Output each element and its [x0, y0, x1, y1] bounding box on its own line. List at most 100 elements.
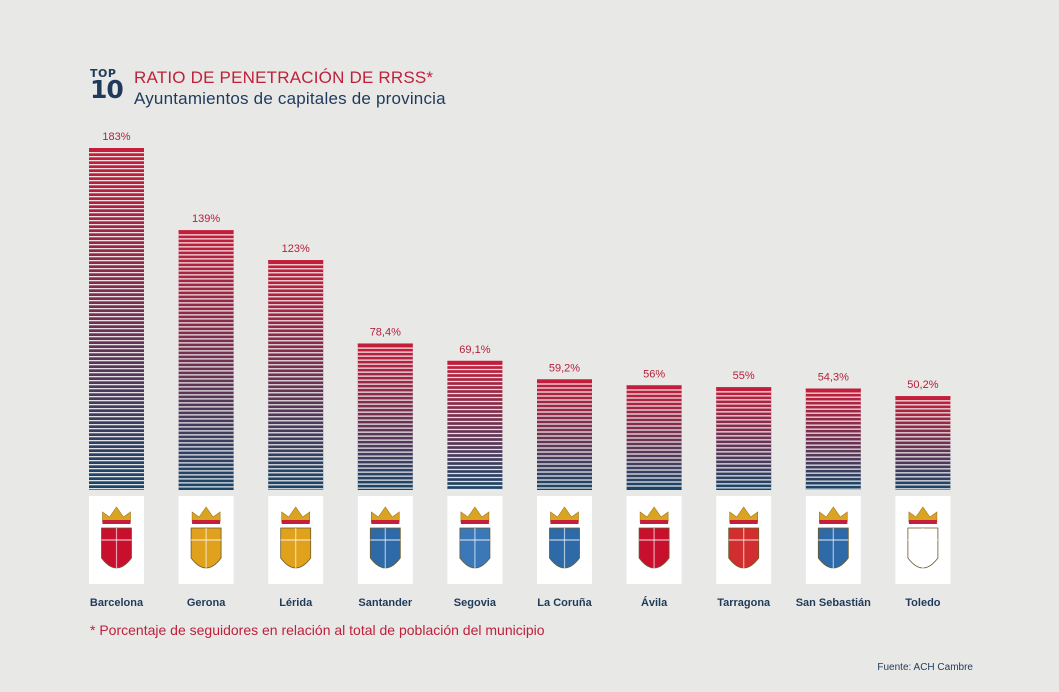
bar-stripe — [268, 276, 324, 278]
bar-stripe — [89, 228, 144, 230]
bar-stripe — [626, 397, 682, 399]
bar-stripe — [805, 408, 861, 410]
bar-stripe — [447, 456, 503, 459]
bar-8 — [805, 388, 861, 490]
bar-stripe — [268, 296, 324, 298]
bar-stripe — [178, 422, 234, 424]
bar-stripe — [89, 404, 144, 406]
bar-stripe — [895, 456, 951, 458]
bar-stripe — [89, 316, 144, 318]
bar-stripe — [89, 412, 144, 414]
bar-stripe — [805, 436, 861, 438]
bar-stripe — [89, 248, 144, 250]
bar-stripe — [447, 364, 503, 367]
bar-stripe — [89, 200, 144, 202]
bar-stripe — [716, 395, 772, 397]
bar-stripe — [89, 188, 144, 190]
bar-stripe — [357, 371, 413, 373]
bar-stripe — [447, 436, 503, 439]
bar-stripe — [716, 391, 772, 393]
barcelona-coat-of-arms-icon — [89, 496, 144, 584]
bar-stripe — [895, 484, 951, 486]
bar-stripe — [268, 412, 324, 414]
bar-stripe — [805, 432, 861, 434]
bar-stripe — [89, 348, 144, 350]
bar-stripe — [537, 455, 592, 457]
bar-stripe — [89, 444, 144, 446]
bar-stripe — [268, 368, 324, 370]
san-sebastian-coat-of-arms-icon — [805, 496, 861, 584]
bar-stripe — [357, 399, 413, 401]
bar-stripe — [895, 432, 951, 434]
bar-stripe — [357, 367, 413, 369]
bar-stripe — [805, 484, 861, 486]
bar-stripe — [89, 432, 144, 434]
bar-stripe — [626, 477, 682, 479]
bar-stripe — [89, 168, 144, 170]
bar-stripe — [89, 420, 144, 422]
bar-stripe — [89, 400, 144, 402]
bar-stripe — [357, 471, 413, 473]
bar-stripe — [357, 479, 413, 481]
bar-stripe — [268, 452, 324, 454]
bar-stripe — [626, 401, 682, 403]
bar-stripe — [447, 424, 503, 427]
bar-stripe — [89, 416, 144, 418]
bar-stripe — [178, 346, 234, 348]
bar-stripe — [89, 288, 144, 290]
value-label: 59,2% — [549, 362, 580, 374]
bar-stripe — [268, 288, 324, 290]
bar-stripe — [268, 336, 324, 338]
bar-stripe — [268, 360, 324, 362]
bar-stripe — [178, 250, 234, 252]
top10-logo: TOP 10 — [90, 68, 126, 102]
bar-stripe — [178, 366, 234, 368]
bar-cap — [357, 343, 413, 346]
bar-stripe — [626, 417, 682, 419]
bar-2 — [268, 260, 324, 490]
bar-stripe — [537, 439, 592, 441]
bar-stripe — [805, 392, 861, 394]
bar-stripe — [716, 419, 772, 421]
bar-stripe — [447, 468, 503, 471]
bar-stripe — [805, 456, 861, 458]
bar-stripe — [626, 449, 682, 451]
bar-stripe — [178, 330, 234, 332]
bar-stripe — [178, 350, 234, 352]
bar-stripe — [89, 164, 144, 166]
bar-stripe — [178, 406, 234, 408]
value-label: 183% — [102, 131, 130, 143]
bar-stripe — [805, 476, 861, 478]
bar-stripe — [89, 476, 144, 478]
bar-stripe — [89, 296, 144, 298]
bar-stripe — [178, 466, 234, 468]
bar-stripe — [268, 476, 324, 478]
bar-stripe — [805, 464, 861, 466]
bar-stripe — [89, 424, 144, 426]
bar-stripe — [178, 274, 234, 276]
bar-stripe — [89, 276, 144, 278]
bar-stripe — [268, 332, 324, 334]
bar-stripe — [716, 443, 772, 445]
bar-stripe — [357, 411, 413, 413]
bar-cap — [805, 388, 861, 391]
bar-stripe — [805, 404, 861, 406]
bar-stripe — [268, 312, 324, 314]
bar-stripe — [626, 453, 682, 455]
bar-stripe — [89, 224, 144, 226]
bar-stripe — [89, 460, 144, 462]
bar-stripe — [268, 264, 324, 266]
bar-0 — [89, 148, 144, 490]
bar-stripe — [357, 427, 413, 429]
toledo-coat-of-arms-icon — [895, 496, 951, 584]
bar-stripe — [178, 282, 234, 284]
bar-stripe — [716, 479, 772, 481]
bar-stripe — [447, 476, 503, 479]
bar-stripe — [89, 468, 144, 470]
bar-stripe — [447, 452, 503, 455]
bar-stripe — [89, 388, 144, 390]
bar-stripe — [895, 416, 951, 418]
bar-stripe — [178, 438, 234, 440]
bar-stripe — [268, 416, 324, 418]
